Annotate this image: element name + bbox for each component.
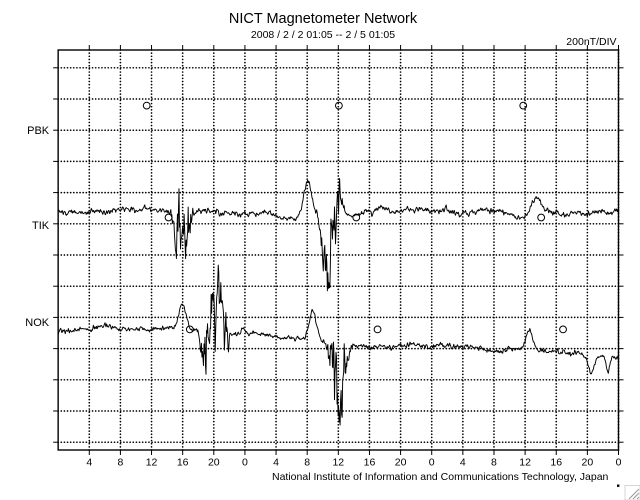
- svg-text:NICT Magnetometer Network: NICT Magnetometer Network: [229, 11, 418, 27]
- svg-text:4: 4: [460, 457, 466, 469]
- svg-text:8: 8: [491, 457, 497, 469]
- svg-text:12: 12: [146, 457, 158, 469]
- svg-text:8: 8: [117, 457, 123, 469]
- svg-text:National Institute of Informat: National Institute of Information and Co…: [272, 471, 609, 483]
- svg-text:12: 12: [332, 457, 344, 469]
- svg-text:20: 20: [582, 457, 594, 469]
- svg-text:4: 4: [273, 457, 279, 469]
- svg-text:0: 0: [429, 457, 435, 469]
- svg-text:0: 0: [616, 457, 622, 469]
- svg-text:16: 16: [550, 457, 562, 469]
- svg-text:4: 4: [86, 457, 92, 469]
- svg-text:200nT/DIV: 200nT/DIV: [566, 36, 616, 48]
- svg-text:NOK: NOK: [25, 317, 50, 329]
- svg-text:16: 16: [177, 457, 189, 469]
- svg-text:0: 0: [242, 457, 248, 469]
- svg-text:20: 20: [395, 457, 407, 469]
- svg-text:2008 / 2 / 2 01:05 -- 2 / 5: 2008 / 2 / 2 01:05 -- 2 / 5 01:05: [251, 29, 395, 41]
- svg-text:8: 8: [304, 457, 310, 469]
- svg-text:12: 12: [519, 457, 531, 469]
- svg-text:TIK: TIK: [32, 220, 50, 232]
- svg-text:PBK: PBK: [27, 125, 50, 137]
- svg-text:20: 20: [208, 457, 220, 469]
- svg-text:16: 16: [364, 457, 376, 469]
